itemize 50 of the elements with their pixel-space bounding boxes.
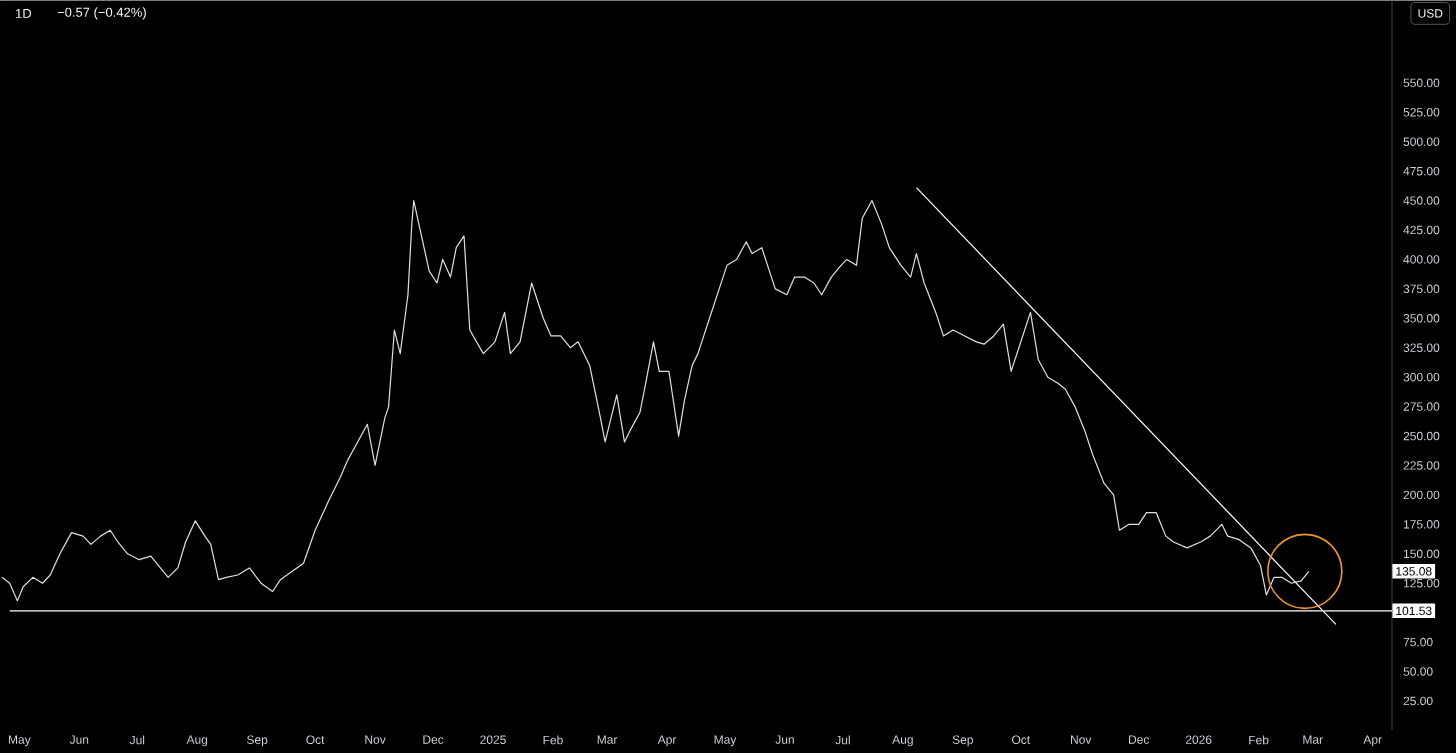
x-tick-label: Nov (365, 735, 386, 744)
x-tick-label: Apr (657, 735, 677, 746)
x-tick-label: May (714, 735, 737, 746)
y-tick-label: 400.00 (1403, 255, 1440, 264)
y-tick-label: 425.00 (1403, 225, 1440, 235)
y-tick-label: 350.00 (1403, 313, 1440, 323)
x-tick-label: Nov (1071, 735, 1092, 744)
x-tick-label: Mar (597, 735, 618, 744)
x-tick-label: Jun (775, 735, 794, 744)
x-tick-label: Sep (246, 735, 268, 747)
x-tick-label: 2026 (1185, 735, 1212, 744)
y-tick-label: 450.00 (1403, 196, 1440, 205)
x-tick-label: Aug (186, 735, 208, 746)
y-tick-label: 25.00 (1403, 696, 1433, 706)
text: USD (1418, 8, 1443, 18)
y-tick-label: 275.00 (1403, 402, 1440, 411)
y-tick-label: 225.00 (1403, 461, 1440, 470)
y-tick-label: 500.00 (1403, 137, 1440, 146)
x-tick-label: Aug (892, 735, 913, 746)
y-tick-label: 125.00 (1403, 578, 1440, 588)
y-tick-label: 175.00 (1403, 519, 1440, 529)
x-tick-label: Jun (69, 735, 89, 744)
x-tick-label: Oct (1012, 735, 1031, 744)
y-tick-label: 300.00 (1403, 372, 1440, 382)
ref-line-label: 101.53 (1396, 606, 1432, 615)
x-tick-label: Dec (1129, 735, 1150, 744)
x-tick-label: May (8, 735, 31, 746)
x-tick-label: Dec (423, 735, 444, 744)
chart-subtitle: −0.57 (−0.42%) (57, 7, 146, 20)
y-tick-label: 250.00 (1403, 431, 1440, 441)
x-tick-label: Sep (952, 735, 973, 747)
y-tick-label: 50.00 (1403, 667, 1433, 676)
y-tick-label: 75.00 (1403, 637, 1433, 647)
x-tick-label: Apr (1363, 735, 1382, 746)
x-tick-label: Feb (1249, 735, 1269, 745)
x-tick-label: Jul (129, 735, 145, 745)
y-tick-label: 525.00 (1403, 107, 1440, 117)
x-tick-label: Jul (835, 735, 850, 745)
x-tick-label: 2025 (480, 735, 506, 744)
x-tick-label: Oct (306, 735, 325, 744)
x-tick-label: Mar (1303, 735, 1323, 744)
y-tick-label: 550.00 (1403, 78, 1440, 87)
chart-title: 1D (16, 8, 32, 18)
y-tick-label: 325.00 (1403, 343, 1440, 352)
x-tick-label: Feb (543, 735, 563, 745)
y-tick-label: 200.00 (1403, 490, 1440, 499)
text: 135.08 (1396, 566, 1432, 576)
y-tick-label: 150.00 (1403, 549, 1440, 558)
y-tick-label: 375.00 (1403, 284, 1440, 293)
y-tick-label: 475.00 (1403, 166, 1440, 176)
